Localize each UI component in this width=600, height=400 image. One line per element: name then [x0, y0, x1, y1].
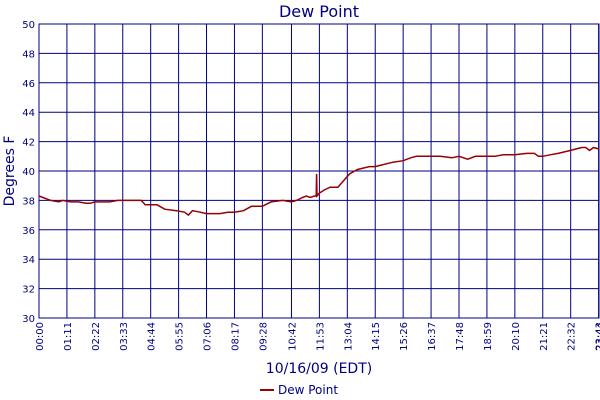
x-tick-label: 08:17 — [230, 322, 241, 351]
x-tick-label: 03:33 — [119, 322, 130, 351]
x-tick-label: 22:32 — [567, 322, 578, 351]
x-tick-label: 20:10 — [511, 322, 522, 351]
x-tick-label: 10:42 — [287, 322, 298, 351]
series-layer — [38, 146, 600, 217]
chart-grid — [38, 23, 600, 319]
x-tick-label: 21:21 — [539, 322, 550, 351]
x-axis-ticks: 00:00 01:11 02:22 03:33 04:44 05:55 07:06 08:17… — [35, 322, 600, 351]
x-tick-label: 09:28 — [258, 322, 269, 351]
x-tick-label: 00:00 — [35, 322, 46, 351]
y-tick-label: 42 — [22, 138, 35, 149]
y-tick-label: 40 — [22, 167, 35, 178]
y-tick-label: 34 — [22, 255, 35, 266]
x-tick-label: 04:44 — [147, 322, 158, 351]
y-tick-label: 46 — [22, 79, 35, 90]
x-tick-label: 02:22 — [91, 322, 102, 351]
x-tick-label: 07:06 — [203, 322, 214, 351]
x-tick-label: 15:26 — [399, 322, 410, 351]
legend-label: Dew Point — [278, 383, 338, 397]
x-tick-label: 11:53 — [315, 322, 326, 351]
x-tick-label: 05:55 — [175, 322, 186, 351]
chart-title: Dew Point — [279, 2, 359, 21]
x-tick-label: 13:04 — [343, 322, 354, 351]
legend: Dew Point — [260, 383, 338, 397]
x-tick-label: 01:11 — [63, 322, 74, 351]
y-tick-label: 32 — [22, 285, 35, 296]
x-tick-label: 14:15 — [371, 322, 382, 351]
x-tick-label: 16:37 — [427, 322, 438, 351]
y-tick-label: 44 — [22, 108, 35, 119]
y-tick-label: 38 — [22, 196, 35, 207]
x-axis-label: 10/16/09 (EDT) — [266, 361, 372, 377]
y-axis-ticks: 30 32 34 36 38 40 42 44 46 48 50 — [22, 20, 35, 325]
y-tick-label: 30 — [22, 314, 35, 325]
y-tick-label: 50 — [22, 20, 35, 31]
x-tick-label: 23:44 — [595, 322, 600, 351]
x-tick-label: 18:59 — [483, 322, 494, 351]
y-tick-label: 36 — [22, 226, 35, 237]
y-axis-label: Degrees F — [2, 136, 18, 207]
y-tick-label: 48 — [22, 49, 35, 60]
x-tick-label: 23:43 — [595, 322, 600, 351]
x-tick-label: 17:48 — [455, 322, 466, 351]
series-line-dew-point — [38, 146, 600, 217]
